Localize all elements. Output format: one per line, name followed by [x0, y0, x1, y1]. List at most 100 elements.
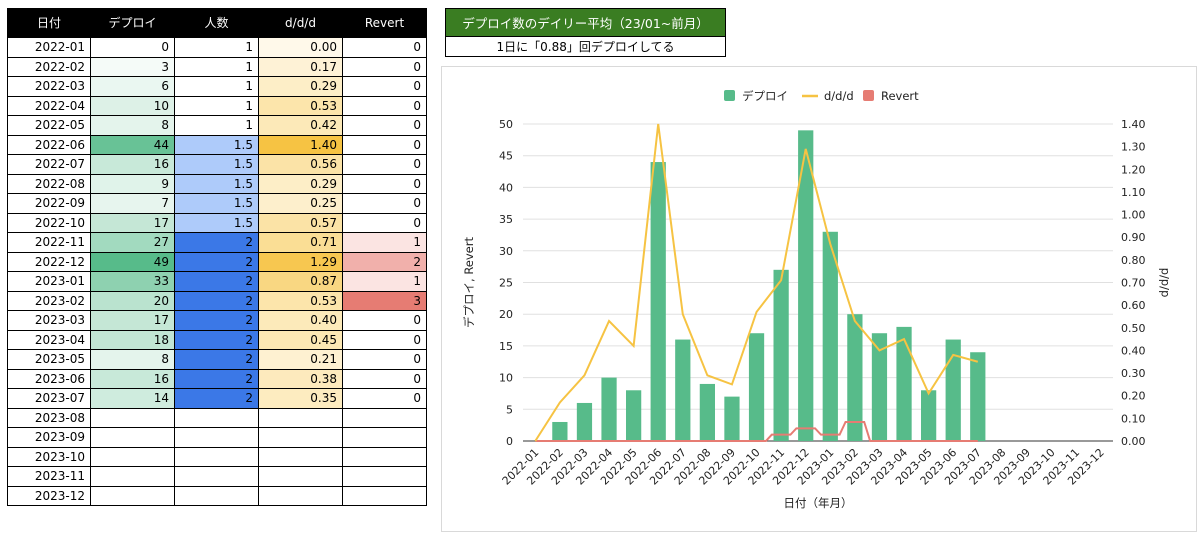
cell-revert[interactable]: 0	[342, 37, 427, 58]
cell-revert[interactable]: 0	[342, 193, 427, 214]
cell-ddd[interactable]: 0.56	[258, 154, 343, 175]
cell-deploy[interactable]: 3	[90, 56, 175, 77]
cell-revert[interactable]	[342, 446, 427, 467]
cell-ddd[interactable]: 1.29	[258, 251, 343, 272]
cell-people[interactable]: 2	[174, 329, 259, 350]
cell-date[interactable]: 2023-06	[7, 368, 91, 389]
cell-people[interactable]	[174, 466, 259, 487]
cell-people[interactable]: 2	[174, 310, 259, 331]
cell-ddd[interactable]: 0.40	[258, 310, 343, 331]
cell-people[interactable]: 2	[174, 271, 259, 292]
cell-deploy[interactable]	[90, 485, 175, 506]
cell-revert[interactable]: 0	[342, 173, 427, 194]
cell-deploy[interactable]: 9	[90, 173, 175, 194]
cell-revert[interactable]: 1	[342, 232, 427, 253]
cell-people[interactable]	[174, 427, 259, 448]
cell-people[interactable]: 1.5	[174, 212, 259, 233]
cell-people[interactable]	[174, 485, 259, 506]
header-date[interactable]: 日付	[7, 8, 91, 38]
cell-revert[interactable]	[342, 427, 427, 448]
cell-date[interactable]: 2022-07	[7, 154, 91, 175]
cell-people[interactable]	[174, 446, 259, 467]
cell-people[interactable]: 1	[174, 37, 259, 58]
cell-revert[interactable]	[342, 407, 427, 428]
cell-deploy[interactable]	[90, 466, 175, 487]
cell-ddd[interactable]: 0.53	[258, 290, 343, 311]
cell-ddd[interactable]: 0.29	[258, 76, 343, 97]
cell-date[interactable]: 2022-05	[7, 115, 91, 136]
cell-people[interactable]: 1	[174, 115, 259, 136]
cell-people[interactable]: 1	[174, 95, 259, 116]
cell-revert[interactable]: 0	[342, 56, 427, 77]
cell-deploy[interactable]: 7	[90, 193, 175, 214]
cell-date[interactable]: 2023-04	[7, 329, 91, 350]
cell-people[interactable]: 2	[174, 232, 259, 253]
summary-title[interactable]: デプロイ数のデイリー平均（23/01~前月）	[445, 8, 726, 37]
cell-deploy[interactable]: 8	[90, 349, 175, 370]
cell-date[interactable]: 2023-09	[7, 427, 91, 448]
cell-ddd[interactable]	[258, 407, 343, 428]
cell-revert[interactable]: 0	[342, 115, 427, 136]
cell-people[interactable]: 1.5	[174, 134, 259, 155]
cell-ddd[interactable]: 1.40	[258, 134, 343, 155]
cell-deploy[interactable]: 16	[90, 368, 175, 389]
cell-date[interactable]: 2022-10	[7, 212, 91, 233]
cell-date[interactable]: 2022-12	[7, 251, 91, 272]
cell-date[interactable]: 2022-11	[7, 232, 91, 253]
header-deploy[interactable]: デプロイ	[90, 8, 175, 38]
cell-ddd[interactable]: 0.87	[258, 271, 343, 292]
cell-ddd[interactable]: 0.17	[258, 56, 343, 77]
cell-deploy[interactable]: 44	[90, 134, 175, 155]
cell-ddd[interactable]: 0.00	[258, 37, 343, 58]
cell-date[interactable]: 2023-11	[7, 466, 91, 487]
cell-people[interactable]	[174, 407, 259, 428]
cell-deploy[interactable]: 10	[90, 95, 175, 116]
cell-deploy[interactable]: 0	[90, 37, 175, 58]
cell-people[interactable]: 1	[174, 76, 259, 97]
cell-deploy[interactable]: 18	[90, 329, 175, 350]
header-revert[interactable]: Revert	[342, 8, 427, 38]
cell-deploy[interactable]	[90, 407, 175, 428]
cell-date[interactable]: 2022-06	[7, 134, 91, 155]
cell-date[interactable]: 2023-03	[7, 310, 91, 331]
cell-people[interactable]: 1.5	[174, 154, 259, 175]
cell-ddd[interactable]: 0.29	[258, 173, 343, 194]
cell-date[interactable]: 2023-02	[7, 290, 91, 311]
cell-people[interactable]: 2	[174, 388, 259, 409]
cell-date[interactable]: 2023-01	[7, 271, 91, 292]
cell-date[interactable]: 2022-04	[7, 95, 91, 116]
cell-revert[interactable]: 0	[342, 212, 427, 233]
cell-deploy[interactable]: 20	[90, 290, 175, 311]
cell-ddd[interactable]	[258, 485, 343, 506]
cell-date[interactable]: 2023-08	[7, 407, 91, 428]
cell-ddd[interactable]: 0.42	[258, 115, 343, 136]
cell-ddd[interactable]: 0.53	[258, 95, 343, 116]
cell-people[interactable]: 1.5	[174, 193, 259, 214]
cell-date[interactable]: 2023-05	[7, 349, 91, 370]
chart-panel[interactable]: 0 5 10 15 20 25 30 35 40 45 50 0.00 0.10 0.20 0.30 0.40…	[441, 66, 1197, 532]
header-ddd[interactable]: d/d/d	[258, 8, 343, 38]
cell-date[interactable]: 2022-08	[7, 173, 91, 194]
cell-date[interactable]: 2023-10	[7, 446, 91, 467]
cell-revert[interactable]: 0	[342, 134, 427, 155]
cell-revert[interactable]: 0	[342, 368, 427, 389]
cell-revert[interactable]: 0	[342, 76, 427, 97]
cell-ddd[interactable]: 0.35	[258, 388, 343, 409]
cell-deploy[interactable]: 17	[90, 310, 175, 331]
cell-deploy[interactable]: 17	[90, 212, 175, 233]
cell-date[interactable]: 2022-02	[7, 56, 91, 77]
cell-date[interactable]: 2022-03	[7, 76, 91, 97]
summary-value[interactable]: 1日に「0.88」回デプロイしてる	[445, 37, 726, 57]
cell-revert[interactable]: 3	[342, 290, 427, 311]
cell-revert[interactable]: 0	[342, 310, 427, 331]
cell-revert[interactable]: 2	[342, 251, 427, 272]
cell-revert[interactable]: 0	[342, 388, 427, 409]
cell-people[interactable]: 1.5	[174, 173, 259, 194]
cell-revert[interactable]: 1	[342, 271, 427, 292]
cell-revert[interactable]	[342, 485, 427, 506]
cell-deploy[interactable]: 33	[90, 271, 175, 292]
cell-revert[interactable]: 0	[342, 95, 427, 116]
cell-deploy[interactable]: 49	[90, 251, 175, 272]
cell-revert[interactable]: 0	[342, 349, 427, 370]
cell-ddd[interactable]	[258, 427, 343, 448]
